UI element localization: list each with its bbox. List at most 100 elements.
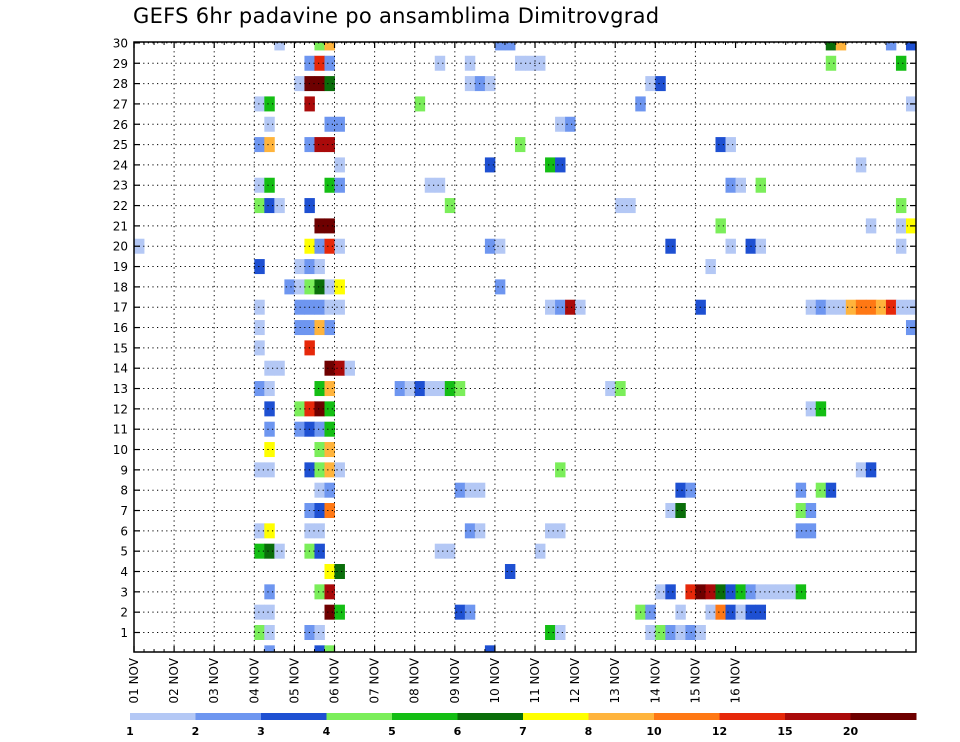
heatmap-cell [735,177,746,193]
heatmap-cell [715,604,726,620]
heatmap-cell [334,360,345,376]
heatmap-cell [795,584,807,600]
heatmap-cell [264,177,275,193]
heatmap-cell [324,421,335,437]
legend-swatch [326,713,393,720]
heatmap-cell [494,42,506,51]
heatmap-cell [324,116,335,132]
x-tick-label: 02 NOV [167,657,181,703]
x-tick-label: 05 NOV [287,657,301,703]
y-tick-label: 14 [113,362,128,376]
heatmap-cell [434,55,446,71]
heatmap-cell [545,625,556,640]
heatmap-cell [444,198,456,214]
grid-lines [134,42,916,652]
y-tick-label: 13 [113,382,128,396]
heatmap-cell [264,360,275,376]
legend-label: 10 [646,725,662,738]
heatmap-cell [334,462,345,478]
heatmap-cell [885,42,897,51]
heatmap-cell [615,198,626,214]
heatmap-cell [555,462,566,478]
heatmap-cell [494,238,506,254]
heatmap-cell [885,299,897,315]
heatmap-cell [454,604,466,620]
x-tick-label: 07 NOV [368,657,382,703]
y-tick-label: 5 [120,545,128,559]
heatmap-cell [264,645,275,652]
heatmap-cell [324,381,335,397]
heatmap-cell [264,137,275,153]
y-tick-label: 21 [113,219,128,233]
heatmap-cell [655,76,666,92]
plot-frame [133,41,917,653]
y-tick-label: 22 [113,199,128,213]
heatmap-cell [254,177,265,193]
heatmap-cell [324,279,335,295]
y-tick-label: 1 [120,626,128,640]
heatmap-cell [324,564,335,580]
heatmap-cell [555,523,566,539]
heatmap-cell [555,299,566,315]
x-tick-label: 01 NOV [127,657,141,703]
heatmap-cell [665,238,676,254]
heatmap-cell [324,482,335,498]
heatmap-cell [895,55,907,71]
legend-label: 2 [192,725,200,738]
heatmap-cell [284,279,295,295]
heatmap-cell [895,198,907,214]
heatmap-cell [565,299,576,315]
y-tick-label: 28 [113,77,128,91]
heatmap-cell [254,320,265,336]
heatmap-cell [725,137,736,153]
heatmap-cell [334,299,345,315]
heatmap-cell [504,42,516,51]
x-tick-label: 08 NOV [408,657,422,703]
heatmap-cell [254,259,265,275]
heatmap-cell [715,137,726,153]
y-tick-label: 16 [113,321,128,335]
y-tick-label: 15 [113,341,128,355]
heatmap-cell [254,543,265,559]
heatmap-cell [755,238,767,254]
color-legend: 1 2 3 4 5 6 7 8 10 12 15 20 [126,713,917,738]
legend-swatch [130,713,196,720]
legend-label: 20 [843,725,859,738]
legend-label: 6 [454,725,462,738]
heatmap-cell [314,299,325,315]
heatmap-cell [895,238,907,254]
heatmap-cell [484,157,496,173]
heatmap-cell [775,584,787,600]
heatmap-cell [655,625,666,640]
heatmap-cell [264,604,275,620]
x-tick-label: 12 NOV [568,657,582,703]
heatmap-cell [254,96,265,112]
heatmap-cell [825,482,837,498]
heatmap-cell [715,584,726,600]
heatmap-cell [625,198,636,214]
heatmap-cell [755,584,767,600]
heatmap-cell [314,279,325,295]
y-tick-label: 8 [120,484,128,498]
heatmap-cell [254,523,265,539]
heatmap-cell [254,340,265,356]
heatmap-cell [494,279,506,295]
x-tick-label: 16 NOV [729,657,743,703]
heatmap-cell [314,523,325,539]
legend-swatch [850,713,917,720]
heatmap-cell [424,381,436,397]
heatmap-cell [555,157,566,173]
heatmap-cell [725,584,736,600]
heatmap-cell [895,218,907,234]
legend-label: 8 [585,725,593,738]
x-tick-label: 06 NOV [328,657,342,703]
legend-swatch [523,713,589,720]
heatmap-cell [264,625,275,640]
legend-label: 15 [777,725,792,738]
legend-swatch [719,713,786,720]
heatmap-cell [334,564,345,580]
heatmap-cell [324,55,335,71]
y-tick-label: 29 [113,57,128,71]
heatmap-cell [434,381,446,397]
